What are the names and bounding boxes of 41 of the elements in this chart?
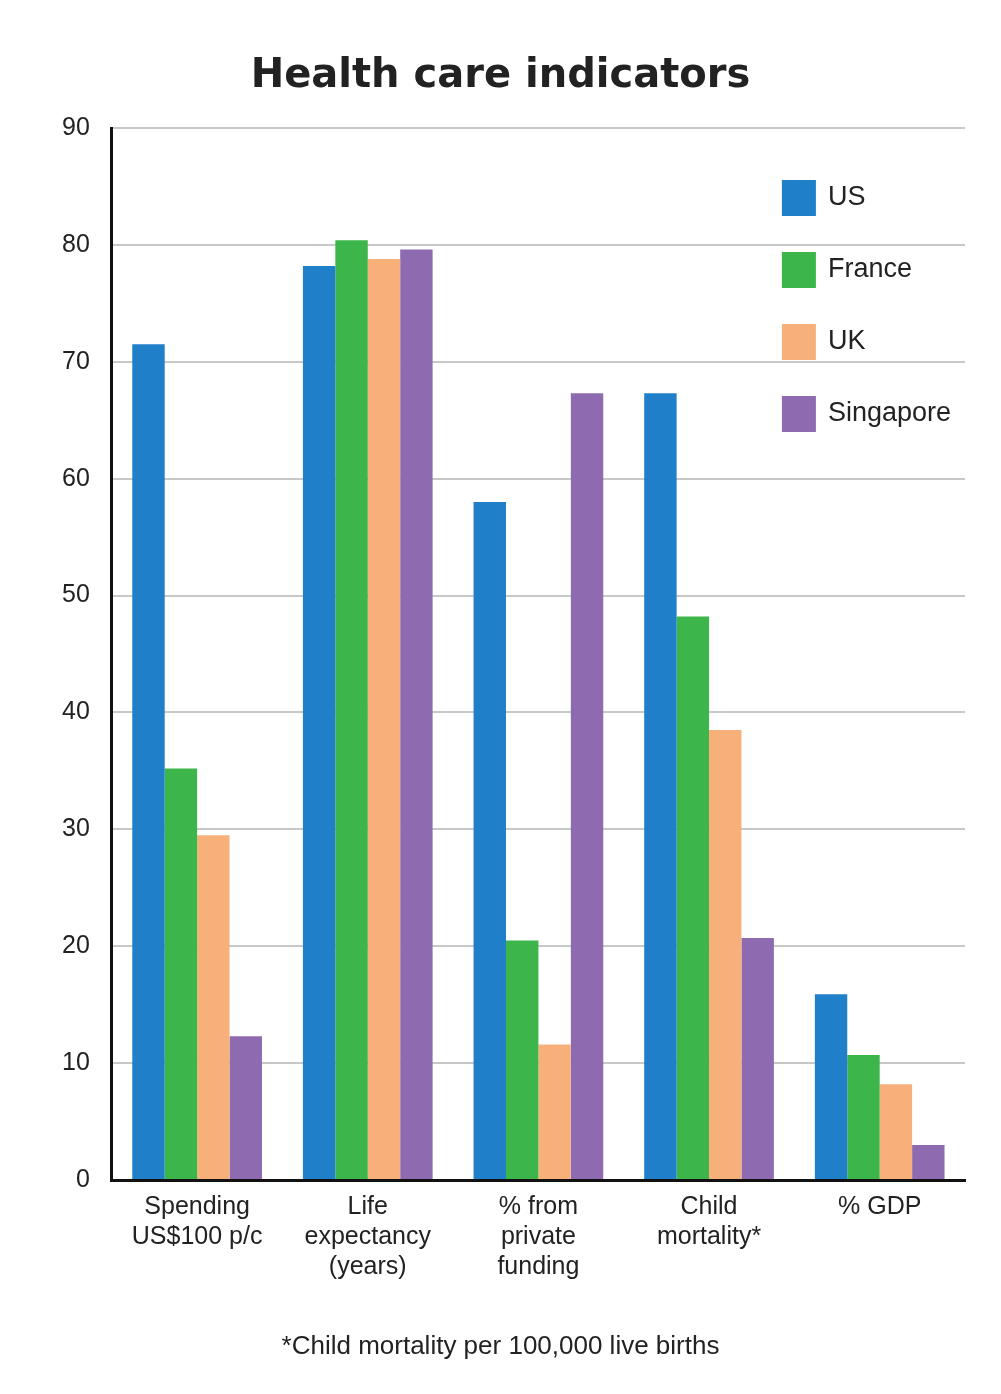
x-tick-label: Life expectancy (years) (304, 1190, 432, 1279)
bar (302, 265, 336, 1179)
bar (814, 994, 848, 1179)
x-tick-label: % GDP (838, 1190, 922, 1219)
bar (709, 729, 742, 1179)
bar (197, 835, 230, 1179)
bar (676, 616, 710, 1179)
bar (132, 344, 165, 1179)
y-tick-label: 40 (62, 696, 90, 725)
bar (644, 393, 677, 1179)
bar (229, 1036, 262, 1179)
bar (400, 249, 433, 1179)
y-tick-label: 10 (62, 1047, 90, 1075)
bar (335, 240, 368, 1179)
x-tick-label: Child mortality* (656, 1190, 762, 1249)
y-tick-label: 0 (75, 1163, 90, 1192)
legend-label: UK (827, 325, 866, 356)
bar (847, 1054, 880, 1179)
y-tick-label: 60 (62, 462, 90, 491)
legend-label: Singapore (827, 397, 952, 428)
bar (879, 1084, 913, 1179)
legend-label: France (827, 253, 912, 284)
y-tick-label: 80 (62, 228, 90, 257)
y-tick-label: 90 (62, 111, 90, 140)
bar (912, 1144, 945, 1179)
bar (570, 393, 604, 1179)
legend-label: US (827, 181, 866, 212)
bar (367, 258, 401, 1179)
bar (473, 502, 506, 1179)
x-tick-label: Spending US$100 p/c (131, 1190, 263, 1249)
x-tick-label: % from private funding (497, 1190, 580, 1279)
bar (164, 768, 198, 1179)
y-tick-label: 30 (62, 813, 90, 842)
bar (505, 940, 539, 1179)
bar (538, 1044, 571, 1179)
text: *Child mortality per 100,000 live births (280, 1330, 721, 1361)
bar (741, 938, 774, 1179)
chart-title: Health care indicators (249, 50, 752, 96)
y-tick-label: 70 (62, 345, 90, 374)
y-tick-label: 20 (62, 930, 90, 959)
y-tick-label: 50 (62, 579, 90, 608)
